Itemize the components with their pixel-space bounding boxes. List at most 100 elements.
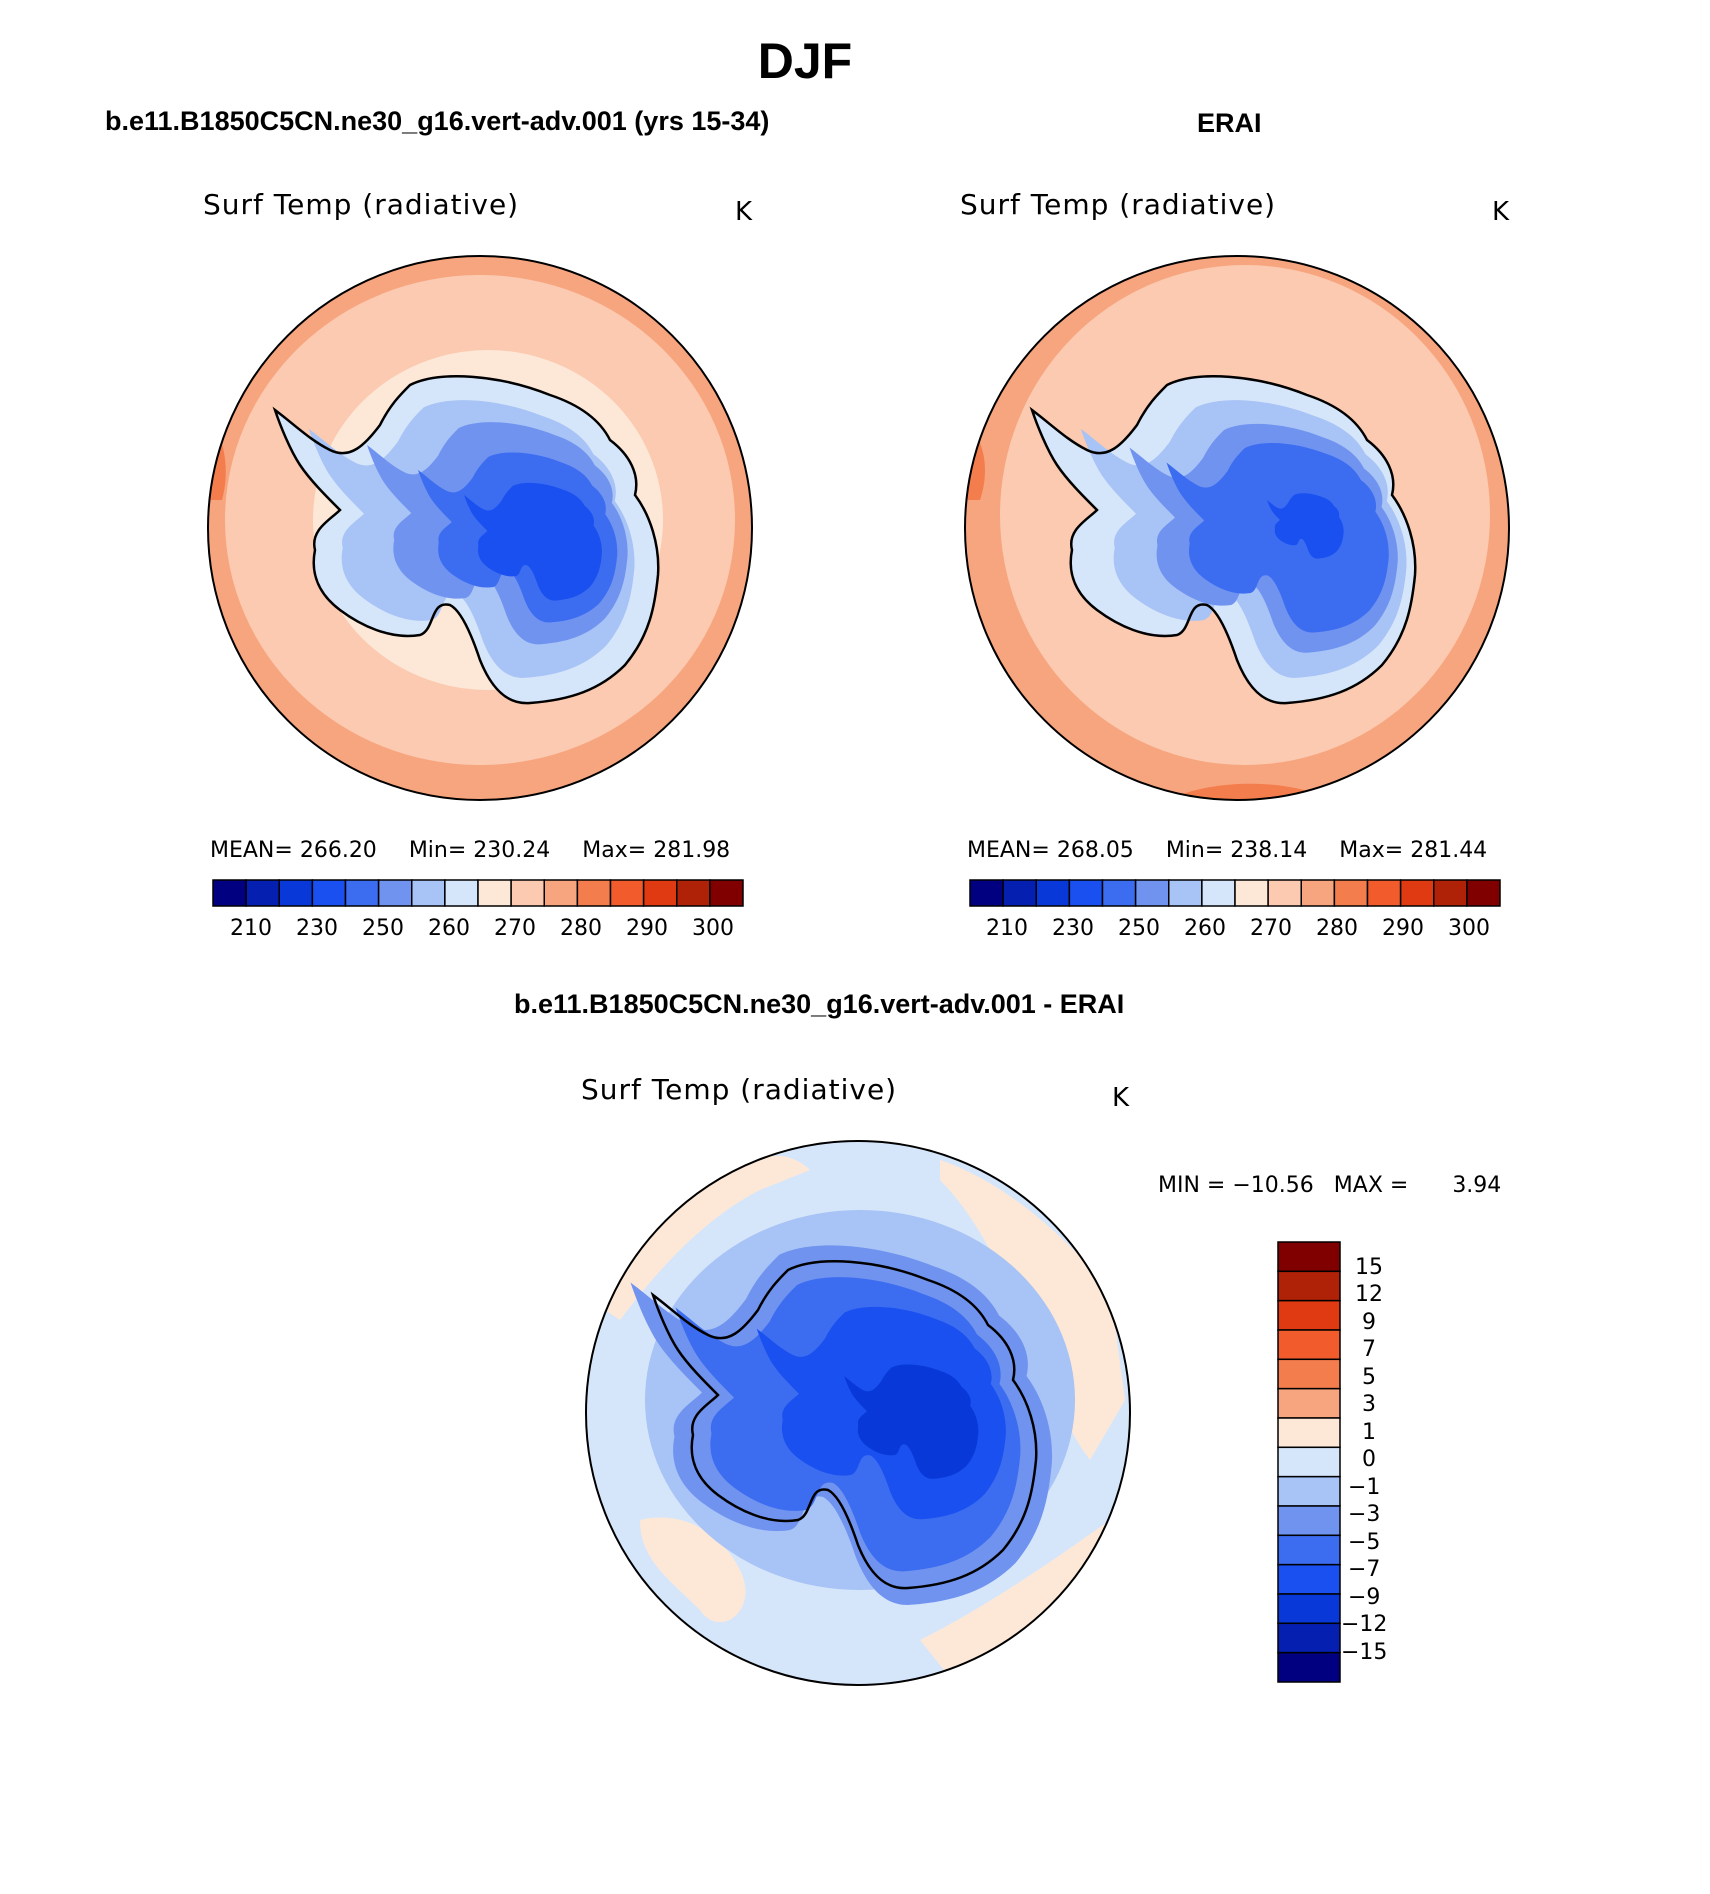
model-stats: MEAN= 266.20 Min= 230.24 Max= 281.98 — [210, 838, 730, 863]
obs-stats: MEAN= 268.05 Min= 238.14 Max= 281.44 — [967, 838, 1487, 863]
obs-field-label: Surf Temp (radiative) — [960, 188, 1277, 221]
model-colorbar-swatch — [477, 879, 512, 907]
obs-mean-label: MEAN= — [967, 838, 1050, 863]
obs-panel-header: ERAI — [1197, 108, 1262, 138]
model-units-label: K — [735, 197, 753, 227]
obs-cb-label: 250 — [1118, 916, 1160, 941]
obs-map-border — [964, 255, 1510, 801]
model-cb-label: 210 — [230, 916, 272, 941]
diff-cb-label: 0 — [1362, 1447, 1376, 1472]
diff-colorbar-swatch — [1277, 1417, 1341, 1449]
obs-mean-value: 268.05 — [1056, 838, 1134, 863]
diff-cb-label: 12 — [1355, 1282, 1383, 1307]
diff-cb-label: 9 — [1362, 1310, 1376, 1335]
obs-colorbar-swatch — [1366, 879, 1402, 907]
model-colorbar-swatch — [344, 879, 380, 907]
diff-max-value: 3.94 — [1452, 1173, 1502, 1198]
model-colorbar-swatch — [543, 879, 579, 907]
diff-colorbar-swatch — [1277, 1534, 1341, 1566]
diff-cb-label: 7 — [1362, 1337, 1376, 1362]
model-colorbar-swatch — [510, 879, 545, 907]
obs-cb-label: 280 — [1316, 916, 1358, 941]
obs-polar-map — [965, 256, 1509, 800]
diff-units-label: K — [1112, 1083, 1130, 1113]
model-colorbar-swatch — [377, 879, 413, 907]
diff-colorbar-swatch — [1277, 1358, 1341, 1390]
model-colorbar-swatch — [245, 879, 280, 907]
obs-colorbar-swatch — [1300, 879, 1336, 907]
diff-minmax: MIN = −10.56 MAX = 3.94 — [1158, 1173, 1501, 1198]
diff-colorbar-swatch — [1277, 1446, 1341, 1478]
model-mean-value: 266.20 — [299, 838, 377, 863]
diff-cb-label: −1 — [1348, 1475, 1381, 1500]
diff-cb-label: 3 — [1362, 1392, 1376, 1417]
model-cb-label: 290 — [626, 916, 668, 941]
model-cb-label: 230 — [296, 916, 338, 941]
model-colorbar-swatch — [212, 879, 247, 907]
diff-cb-label: −5 — [1348, 1530, 1381, 1555]
model-colorbar-swatch — [278, 879, 314, 907]
model-colorbar-swatch — [576, 879, 612, 907]
diff-colorbar-swatch — [1277, 1329, 1341, 1361]
obs-colorbar-swatch — [1035, 879, 1071, 907]
model-cb-label: 260 — [428, 916, 470, 941]
obs-cb-label: 210 — [986, 916, 1028, 941]
diff-cb-label: −12 — [1341, 1612, 1388, 1637]
model-colorbar-swatch — [642, 879, 678, 907]
model-cb-label: 270 — [494, 916, 536, 941]
obs-cb-label: 290 — [1382, 916, 1424, 941]
model-colorbar-swatch — [676, 879, 711, 907]
obs-colorbar-swatch — [1101, 879, 1137, 907]
model-colorbar-swatch — [609, 879, 645, 907]
diff-colorbar-swatch — [1277, 1651, 1341, 1683]
model-panel-header: b.e11.B1850C5CN.ne30_g16.vert-adv.001 (y… — [105, 106, 770, 136]
diff-min-label: MIN = — [1158, 1173, 1226, 1198]
obs-colorbar-swatch — [1399, 879, 1435, 907]
model-colorbar-swatch — [411, 879, 446, 907]
obs-cb-label: 260 — [1184, 916, 1226, 941]
season-title: DJF — [757, 33, 853, 89]
obs-colorbar-swatch — [1466, 879, 1501, 907]
obs-units-label: K — [1492, 197, 1510, 227]
diff-colorbar-swatch — [1277, 1475, 1341, 1507]
obs-min-label: Min= — [1165, 838, 1224, 863]
diff-cb-label: −3 — [1348, 1502, 1381, 1527]
obs-colorbar-swatch — [1168, 879, 1203, 907]
obs-colorbar — [969, 879, 1501, 907]
obs-cb-label: 300 — [1448, 916, 1490, 941]
diff-cb-label: 15 — [1355, 1255, 1383, 1280]
diff-cb-label: −7 — [1348, 1557, 1381, 1582]
diff-field-label: Surf Temp (radiative) — [581, 1073, 898, 1106]
diff-cb-label: −9 — [1348, 1585, 1381, 1610]
diff-colorbar-swatch — [1277, 1622, 1341, 1654]
diff-colorbar-swatch — [1277, 1593, 1341, 1625]
obs-colorbar-swatch — [969, 879, 1004, 907]
obs-colorbar-swatch — [1201, 879, 1236, 907]
obs-colorbar-swatch — [1267, 879, 1302, 907]
diff-max-label: MAX = — [1333, 1173, 1409, 1198]
model-max-value: 281.98 — [653, 838, 731, 863]
obs-colorbar-swatch — [1333, 879, 1369, 907]
diff-cb-label: −15 — [1341, 1640, 1388, 1665]
model-colorbar-swatch — [709, 879, 744, 907]
obs-max-label: Max= — [1339, 838, 1404, 863]
model-colorbar-swatch — [444, 879, 479, 907]
model-cb-label: 250 — [362, 916, 404, 941]
model-map-border — [207, 255, 753, 801]
diff-colorbar — [1277, 1241, 1341, 1683]
diff-colorbar-swatch — [1277, 1387, 1341, 1419]
obs-colorbar-swatch — [1002, 879, 1037, 907]
model-min-label: Min= — [408, 838, 467, 863]
obs-colorbar-swatch — [1068, 879, 1104, 907]
obs-cb-label: 230 — [1052, 916, 1094, 941]
obs-colorbar-swatch — [1433, 879, 1468, 907]
diff-colorbar-swatch — [1277, 1299, 1341, 1331]
diff-map-border — [585, 1140, 1131, 1686]
model-cb-label: 280 — [560, 916, 602, 941]
diff-colorbar-swatch — [1277, 1563, 1341, 1595]
model-max-label: Max= — [582, 838, 647, 863]
diff-polar-map — [586, 1141, 1130, 1685]
diff-min-value: −10.56 — [1232, 1173, 1314, 1198]
model-colorbar — [212, 879, 744, 907]
